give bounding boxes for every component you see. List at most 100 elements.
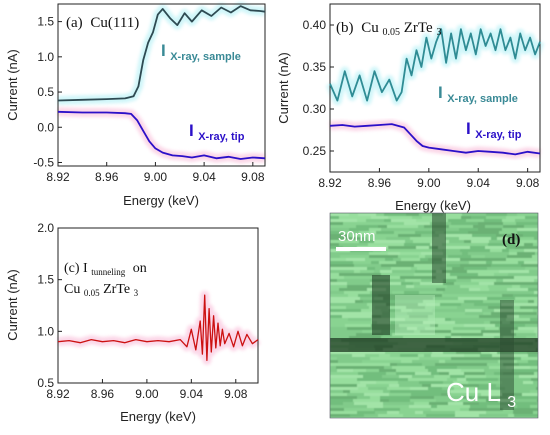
d-texture-cell	[428, 315, 450, 318]
d-texture-cell	[339, 303, 367, 306]
d-texture-cell	[507, 255, 532, 258]
d-texture-cell	[420, 258, 428, 261]
d-texture-cell	[330, 276, 344, 279]
d-texture-cell	[517, 213, 538, 216]
d-texture-cell	[526, 336, 537, 339]
d-texture-cell	[520, 240, 537, 243]
d-texture-cell	[537, 402, 538, 405]
d-texture-cell	[338, 312, 367, 315]
d-texture-cell	[494, 273, 508, 276]
d-texture-cell	[465, 309, 482, 312]
d-texture-cell	[330, 324, 345, 327]
d-texture-cell	[501, 390, 530, 393]
d-texture-cell	[451, 330, 461, 333]
d-texture-cell	[346, 258, 365, 261]
d-texture-cell	[392, 270, 415, 273]
d-texture-cell	[330, 321, 356, 324]
d-texture-cell	[347, 393, 364, 396]
d-texture-cell	[407, 327, 417, 330]
d-map-label: Cu L 3	[446, 377, 516, 411]
d-scale-bar	[336, 247, 386, 251]
d-texture-cell	[445, 288, 469, 291]
d-texture-cell	[469, 288, 480, 291]
d-texture-cell	[342, 315, 372, 318]
d-texture-cell	[470, 405, 487, 408]
d-texture-cell	[391, 219, 416, 222]
d-texture-cell	[412, 360, 439, 363]
d-texture-cell	[378, 294, 406, 297]
d-texture-cell	[399, 324, 430, 327]
d-texture-cell	[458, 297, 487, 300]
d-texture-cell	[375, 411, 387, 414]
d-texture-cell	[394, 300, 423, 303]
c-line2-text: Cu	[64, 282, 80, 297]
a-panel-letter: (a)	[66, 15, 83, 31]
d-texture-cell	[469, 390, 501, 393]
d-texture-cell	[410, 387, 428, 390]
d-texture-cell	[497, 237, 508, 240]
d-texture-cell	[486, 213, 507, 216]
d-texture-cell	[415, 372, 431, 375]
d-texture-cell	[446, 300, 464, 303]
d-texture-cell	[447, 285, 460, 288]
d-texture-cell	[478, 222, 503, 225]
d-texture-cell	[330, 288, 339, 291]
d-texture-cell	[512, 369, 527, 372]
d-texture-cell	[330, 291, 344, 294]
d-texture-cell	[398, 357, 408, 360]
a-ytick-label-1: 0.0	[37, 120, 54, 134]
d-texture-cell	[517, 405, 530, 408]
d-texture-cell	[340, 255, 369, 258]
d-texture-cell	[392, 366, 425, 369]
d-texture-cell	[367, 312, 373, 315]
d-texture-cell	[486, 252, 509, 255]
d-texture-cell	[370, 231, 376, 234]
a-series-sample-line	[57, 5, 266, 102]
d-texture-cell	[375, 267, 391, 270]
d-texture-cell	[485, 225, 495, 228]
d-texture-cell	[365, 411, 375, 414]
d-texture-cell	[537, 264, 538, 267]
d-texture-cell	[439, 372, 449, 375]
d-texture-cell	[525, 267, 538, 270]
d-texture-cell	[524, 243, 533, 246]
d-texture-cell	[455, 399, 486, 402]
d-texture-cell	[412, 375, 434, 378]
d-texture-cell	[533, 411, 538, 414]
d-texture-cell	[490, 351, 497, 354]
d-texture-cell	[534, 279, 538, 282]
d-texture-cell	[420, 333, 451, 336]
d-texture-cell	[514, 414, 538, 417]
d-texture-cell	[357, 396, 370, 399]
d-texture-cell	[485, 408, 503, 411]
d-texture-cell	[330, 396, 357, 399]
d-texture-cell	[488, 243, 516, 246]
d-texture-cell	[366, 219, 384, 222]
d-texture-cell	[460, 258, 490, 261]
c-xtick-label-2: 9.00	[135, 387, 159, 401]
d-texture-cell	[386, 303, 418, 306]
d-texture-cell	[422, 216, 440, 219]
d-texture-cell	[464, 240, 471, 243]
d-texture-cell	[401, 258, 411, 261]
c-panel-sub: tunneling	[91, 267, 125, 277]
d-texture-cell	[516, 222, 522, 225]
d-texture-cell	[515, 219, 538, 222]
d-texture-cell	[431, 372, 439, 375]
d-texture-cell	[448, 402, 463, 405]
d-texture-cell	[360, 237, 367, 240]
d-texture-cell	[490, 258, 506, 261]
d-texture-cell	[463, 402, 479, 405]
d-texture-cell	[388, 246, 416, 249]
c-ticks: 8.92 8.96 9.00 9.04 9.08 0.5 1.0 1.5 2.0	[37, 221, 247, 401]
d-texture-cell	[528, 288, 538, 291]
d-texture-cell	[502, 249, 509, 252]
d-texture-cell	[410, 288, 436, 291]
d-texture-cell	[434, 396, 461, 399]
d-texture-cell	[347, 282, 370, 285]
d-texture-cell	[356, 225, 378, 228]
c-ytick-label-2: 1.5	[37, 273, 54, 287]
d-texture-cell	[507, 288, 528, 291]
d-texture-cell	[356, 333, 383, 336]
